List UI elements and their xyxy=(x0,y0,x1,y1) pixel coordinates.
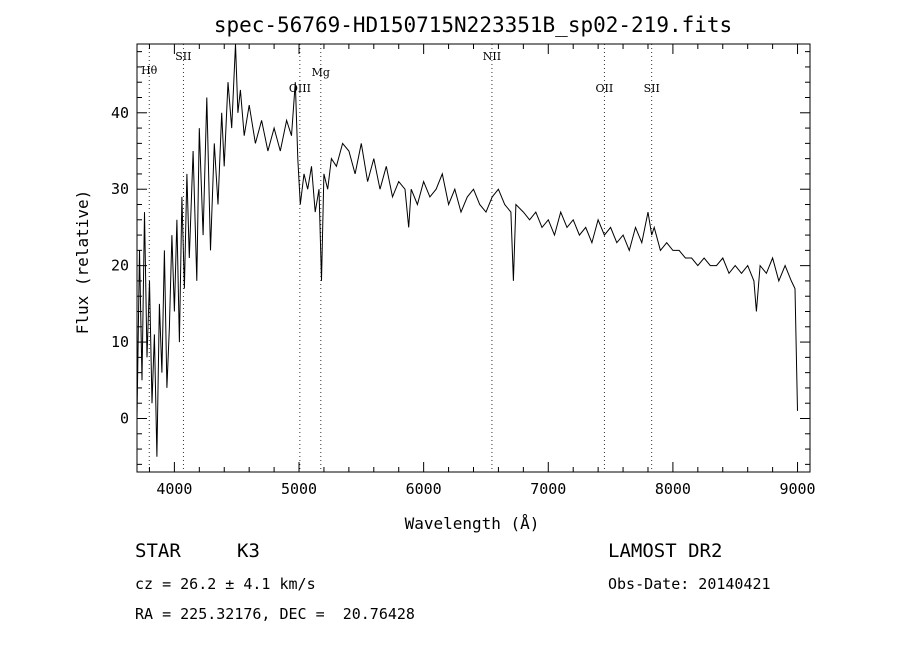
y-tick-label: 10 xyxy=(111,333,129,351)
y-tick-label: 40 xyxy=(111,104,129,122)
observation-date: Obs-Date: 20140421 xyxy=(608,575,771,593)
spectral-line-label: Hθ xyxy=(141,64,158,77)
x-tick-label: 9000 xyxy=(779,480,815,498)
spectral-line-label: NII xyxy=(483,50,501,63)
x-axis-label: Wavelength (Å) xyxy=(405,514,540,533)
x-tick-label: 6000 xyxy=(406,480,442,498)
y-tick-label: 30 xyxy=(111,180,129,198)
x-tick-label: 5000 xyxy=(281,480,317,498)
x-tick-label: 7000 xyxy=(530,480,566,498)
y-axis-label: Flux (relative) xyxy=(73,190,92,335)
object-type: STAR xyxy=(135,540,181,562)
chart-title: spec-56769-HD150715N223351B_sp02-219.fit… xyxy=(214,13,732,37)
x-tick-label: 8000 xyxy=(655,480,691,498)
redshift-velocity: cz = 26.2 ± 4.1 km/s xyxy=(135,575,316,593)
x-tick-label: 4000 xyxy=(156,480,192,498)
spectral-subclass: K3 xyxy=(237,540,260,562)
spectral-line-label: Mg xyxy=(312,66,330,79)
plot-area: 4000 5000 6000 7000 8000 9000 0 10 20 30 40 Hθ SII OI… xyxy=(111,43,816,498)
spectral-line-label: OII xyxy=(596,82,614,95)
y-tick-label: 20 xyxy=(111,257,129,275)
spectral-line-label: SII xyxy=(175,50,191,63)
y-tick-label: 0 xyxy=(120,410,129,428)
spectral-line-label: SII xyxy=(644,82,660,95)
survey-name: LAMOST DR2 xyxy=(608,540,723,562)
sky-coordinates: RA = 225.32176, DEC = 20.76428 xyxy=(135,605,415,623)
spectral-line-label: OIII xyxy=(289,82,311,95)
spectrum-line xyxy=(136,43,798,457)
